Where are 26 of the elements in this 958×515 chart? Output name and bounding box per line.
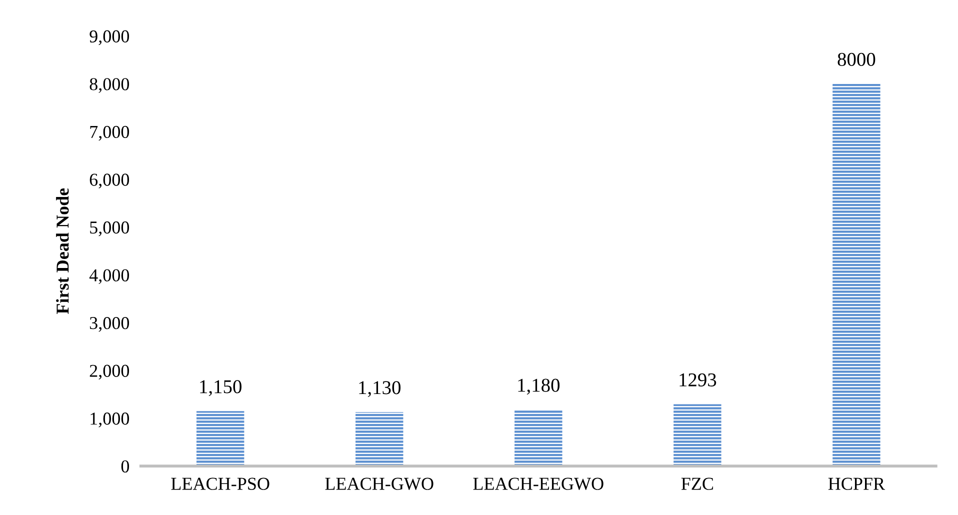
y-tick-label: 6,000 <box>90 174 130 188</box>
x-tick-label: LEACH-GWO <box>325 478 434 490</box>
bar <box>832 84 880 466</box>
bar <box>356 412 404 466</box>
y-tick-label: 9,000 <box>90 30 130 46</box>
x-tick-label: FZC <box>681 478 713 490</box>
y-tick-label: 4,000 <box>89 269 130 284</box>
bar <box>674 404 722 466</box>
y-tick-label: 0 <box>121 460 130 473</box>
y-tick-label: 7,000 <box>90 126 130 141</box>
y-tick-label: 2,000 <box>90 364 130 380</box>
y-tick-label: 5,000 <box>90 221 130 236</box>
x-tick-label: HCPFR <box>828 478 886 490</box>
data-label: 1,130 <box>359 381 400 398</box>
y-tick-label: 1,000 <box>90 412 130 428</box>
data-label: 1,150 <box>200 380 242 396</box>
x-tick-label: LEACH-PSO <box>171 478 270 490</box>
y-tick-label: 3,000 <box>90 316 130 332</box>
y-axis-title: First Dead Node <box>56 188 69 314</box>
data-label: 1,180 <box>518 378 560 395</box>
x-tick-label: LEACH-EEGWO <box>473 478 604 490</box>
data-label: 1293 <box>680 373 716 386</box>
bar <box>196 411 244 466</box>
y-tick-label: 8,000 <box>90 78 130 93</box>
data-label: 8000 <box>838 52 876 66</box>
bar <box>514 410 562 466</box>
